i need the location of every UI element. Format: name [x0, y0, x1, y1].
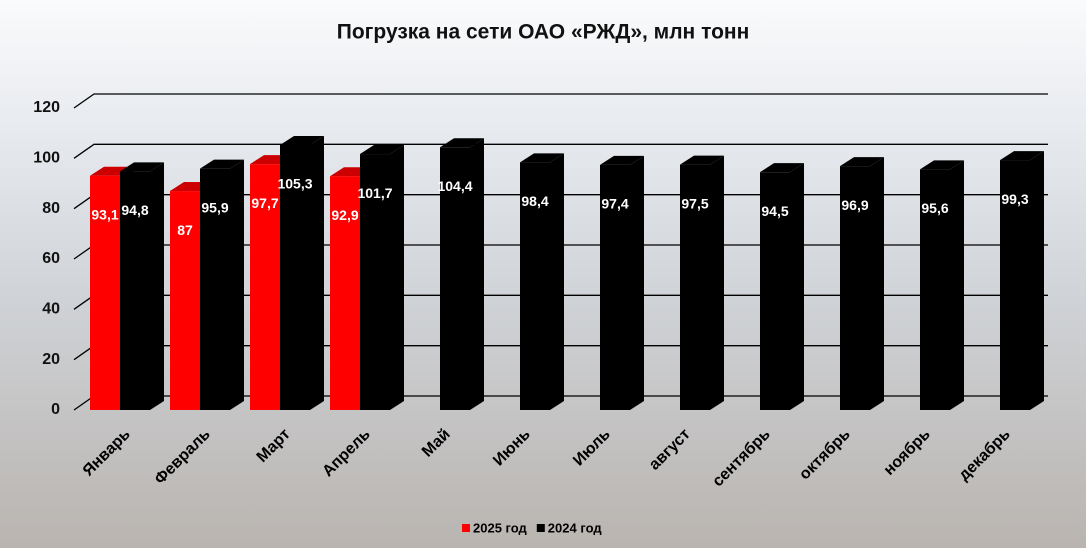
y-tick-label: 120: [33, 99, 60, 116]
bar-side: [950, 160, 964, 410]
bar-side: [550, 153, 564, 411]
bar: [600, 164, 630, 410]
value-label: 94,5: [761, 203, 788, 219]
bar: [920, 169, 950, 410]
bar: [1000, 160, 1030, 410]
bar-side: [630, 155, 644, 410]
value-label: 101,7: [357, 185, 392, 201]
legend-label: 2024 год: [548, 520, 603, 535]
y-tick-label: 20: [42, 351, 60, 368]
bar-top: [120, 162, 164, 172]
bar-top: [440, 138, 484, 148]
bar-top: [760, 163, 804, 173]
bar-side: [710, 155, 724, 410]
value-label: 105,3: [277, 176, 312, 192]
value-label: 93,1: [91, 206, 118, 222]
bar: [200, 168, 230, 410]
bar: [90, 175, 120, 410]
value-label: 97,7: [251, 195, 278, 211]
bar-top: [600, 155, 644, 165]
legend-label: 2025 год: [473, 520, 528, 535]
bar: [170, 191, 200, 410]
bar: [330, 176, 360, 410]
bar-side: [870, 157, 884, 410]
value-label: 92,9: [331, 207, 358, 223]
bar-side: [1030, 151, 1044, 410]
bar: [120, 171, 150, 410]
chart-title: Погрузка на сети ОАО «РЖД», млн тонн: [337, 21, 750, 44]
grid-line: [73, 143, 1048, 159]
bar-side: [230, 159, 244, 410]
bar: [760, 172, 790, 410]
bar-side: [390, 145, 404, 410]
value-label: 94,8: [121, 202, 148, 218]
grid-line: [73, 93, 1048, 109]
y-tick-label: 80: [42, 200, 60, 217]
bar-side: [150, 162, 164, 410]
bar: [280, 144, 310, 410]
value-label: 95,6: [921, 200, 948, 216]
bar-top: [360, 145, 404, 155]
y-tick-label: 0: [51, 401, 60, 418]
bar: [520, 162, 550, 410]
legend-swatch: [536, 524, 545, 532]
y-tick-label: 40: [42, 301, 60, 318]
bar-side: [310, 135, 324, 410]
bar-side: [790, 163, 804, 410]
bar-top: [520, 153, 564, 163]
y-tick-label: 100: [33, 150, 60, 167]
bar-top: [280, 135, 324, 145]
value-label: 96,9: [841, 197, 868, 213]
value-label: 95,9: [201, 199, 228, 215]
bar-top: [840, 157, 884, 167]
bar-top: [200, 159, 244, 169]
value-label: 87: [177, 222, 193, 238]
bar: [250, 164, 280, 410]
y-tick-label: 60: [42, 250, 60, 267]
bar: [680, 164, 710, 410]
value-label: 98,4: [521, 193, 548, 209]
bar-side: [470, 138, 484, 410]
bar: [360, 154, 390, 410]
bar-top: [680, 155, 724, 165]
bar: [840, 166, 870, 410]
value-label: 99,3: [1001, 191, 1028, 207]
bar-top: [1000, 151, 1044, 161]
value-label: 97,5: [681, 195, 708, 211]
legend-swatch: [462, 524, 470, 532]
value-label: 104,4: [437, 178, 472, 194]
bar: [440, 147, 470, 410]
value-label: 97,4: [601, 196, 628, 212]
bar-top: [920, 160, 964, 170]
